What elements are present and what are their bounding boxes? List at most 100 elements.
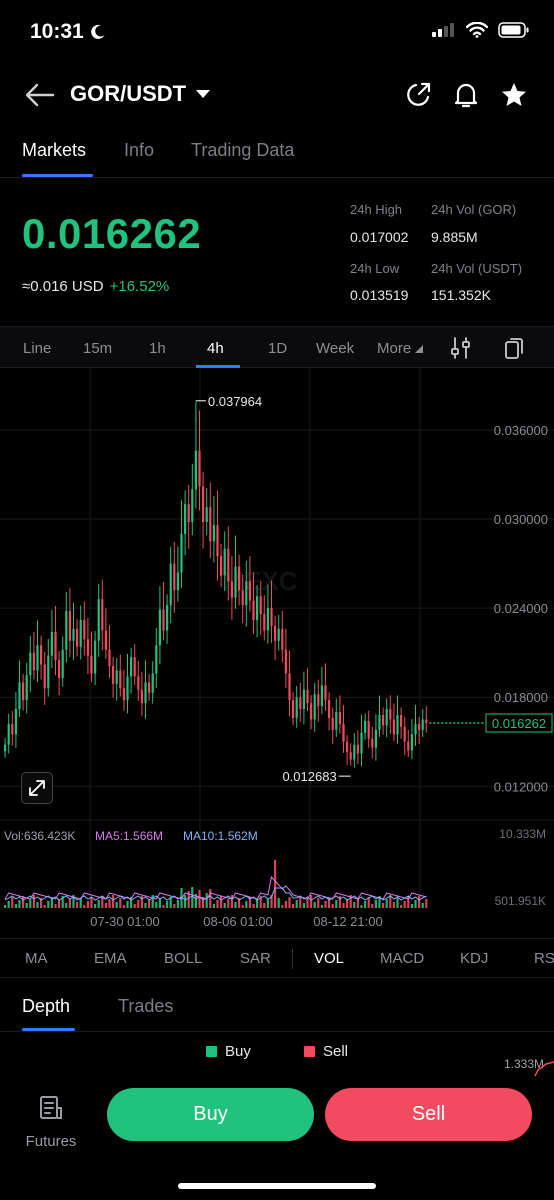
interval-week[interactable]: Week [316, 340, 355, 357]
volume-bar [331, 904, 334, 908]
indicator-sar[interactable]: SAR [240, 950, 271, 967]
volume-bar [40, 898, 43, 908]
volume-bar [148, 899, 151, 908]
volume-bar [209, 889, 212, 908]
candle-body [400, 715, 403, 727]
volume-bar [61, 896, 64, 908]
candle-body [137, 676, 140, 690]
volume-bar [230, 895, 233, 908]
candle-body [374, 729, 377, 748]
indicator-boll[interactable]: BOLL [164, 950, 203, 967]
candle-body [288, 673, 291, 701]
volume-bar [14, 904, 17, 908]
volume-max-label: 10.333M [499, 827, 546, 841]
tab-trades[interactable]: Trades [118, 996, 174, 1016]
share-icon[interactable] [403, 80, 433, 110]
sell-swatch [304, 1046, 315, 1057]
candle-body [112, 666, 115, 684]
volume-bar [335, 900, 338, 908]
volume-bar [90, 897, 93, 908]
back-arrow-icon[interactable] [24, 80, 56, 110]
tab-markets[interactable]: Markets [22, 140, 87, 160]
volume-bar [241, 905, 244, 908]
volume-bar [227, 899, 230, 908]
candle-body [241, 590, 244, 606]
interval-4h[interactable]: 4h [207, 340, 224, 357]
volume-bar [7, 901, 10, 908]
volume-bar [324, 901, 327, 908]
y-tick-label: 0.036000 [494, 423, 548, 438]
low-value: 0.013519 [350, 287, 409, 303]
volume-bar [400, 905, 403, 908]
futures-button[interactable]: Futures [18, 1094, 84, 1150]
candle-body [97, 599, 100, 641]
indicator-macd[interactable]: MACD [380, 950, 425, 967]
interval-15m[interactable]: 15m [83, 340, 113, 357]
caret-down-icon [196, 90, 211, 98]
usd-price: ≈0.016 USD [22, 278, 104, 295]
volume-bar [126, 901, 129, 908]
star-icon[interactable] [499, 80, 529, 110]
home-indicator [178, 1183, 376, 1189]
volume-bar [245, 901, 248, 908]
volume-bar [284, 901, 287, 908]
futures-icon [40, 1096, 62, 1119]
candle-body [140, 689, 143, 704]
candle-body [292, 700, 295, 718]
volume-bar [155, 902, 158, 908]
candle-body [166, 605, 169, 631]
volume-bar [252, 904, 255, 908]
interval-line[interactable]: Line [23, 340, 52, 357]
volume-bar [173, 904, 176, 908]
volume-bar [313, 902, 316, 908]
sell-button[interactable]: Sell [325, 1088, 532, 1141]
battery-icon [498, 22, 529, 38]
bell-icon[interactable] [451, 80, 481, 110]
volume-bar [382, 903, 385, 908]
indicator-ema[interactable]: EMA [94, 950, 127, 967]
candle-body [230, 581, 233, 598]
candle-body [317, 694, 320, 707]
tab-trading-data[interactable]: Trading Data [191, 140, 295, 160]
candle-body [194, 450, 197, 490]
candle-body [25, 674, 28, 701]
indicator-ma[interactable]: MA [25, 950, 48, 967]
indicator-rsi[interactable]: RSI [534, 950, 554, 967]
interval-bar: Line 15m 1h 4h 1D Week More [0, 326, 554, 368]
volume-bar [425, 899, 428, 908]
candle-body [158, 609, 161, 646]
candle-body [364, 720, 367, 733]
candle-body [245, 581, 248, 606]
pair-selector[interactable]: GOR/USDT [70, 81, 211, 107]
interval-more[interactable]: More [377, 340, 424, 357]
candle-body [252, 600, 255, 620]
volume-bar [410, 904, 413, 908]
volume-bar [86, 901, 89, 908]
volume-bar [133, 904, 136, 908]
buy-button[interactable]: Buy [107, 1088, 314, 1141]
legend-sell-label: Sell [323, 1043, 349, 1060]
volume-bar [191, 887, 194, 908]
vol-gor-value: 9.885M [431, 229, 478, 245]
interval-1d[interactable]: 1D [268, 340, 288, 357]
settings-sliders-icon[interactable] [450, 336, 472, 360]
volume-bar [184, 895, 187, 908]
candle-body [209, 507, 212, 542]
candle-body [22, 682, 25, 701]
candle-body [360, 732, 363, 754]
copy-icon[interactable] [503, 336, 525, 360]
indicator-vol[interactable]: VOL [314, 950, 345, 967]
price-change: +16.52% [109, 278, 170, 295]
candle-body [331, 717, 334, 730]
candle-body [101, 599, 104, 631]
volume-bar [259, 896, 262, 908]
candlestick-chart[interactable]: 0.036000 0.030000 0.024000 0.018000 0.012000… [0, 368, 554, 938]
volume-bar [274, 860, 277, 908]
tab-depth[interactable]: Depth [22, 996, 71, 1016]
indicator-kdj[interactable]: KDJ [460, 950, 489, 967]
expand-button[interactable] [21, 772, 53, 804]
volume-bar [187, 891, 190, 908]
interval-1h[interactable]: 1h [149, 340, 166, 357]
futures-label: Futures [25, 1133, 77, 1150]
tab-info[interactable]: Info [124, 140, 155, 160]
